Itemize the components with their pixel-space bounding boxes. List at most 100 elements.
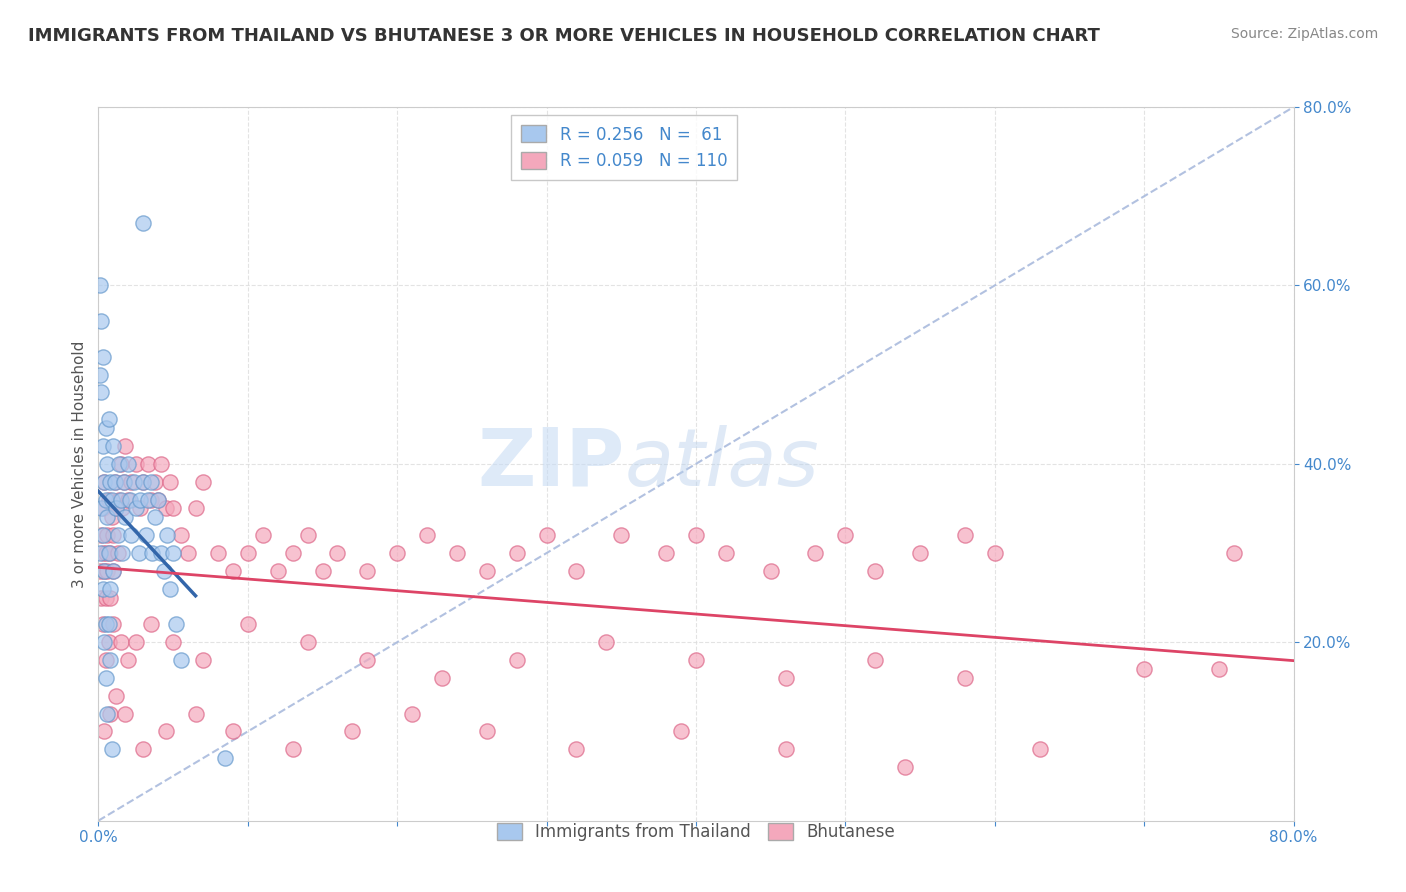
Point [953,671,976,685]
Text: Source: ZipAtlas.com: Source: ZipAtlas.com [1230,27,1378,41]
Point [90,314,112,328]
Point [148,492,170,507]
Point [94,492,117,507]
Point [90,528,112,542]
Point [475,724,498,739]
Point [401,706,423,721]
Point [685,528,707,542]
Point [117,457,139,471]
Point [104,475,127,489]
Point [169,653,191,667]
Point [150,457,173,471]
Point [865,653,887,667]
Point [281,742,304,756]
Legend: Immigrants from Thailand, Bhutanese: Immigrants from Thailand, Bhutanese [491,816,901,848]
Point [191,475,214,489]
Point [1208,662,1230,676]
Point [96,528,118,542]
Point [595,635,617,649]
Point [125,457,148,471]
Point [536,528,558,542]
Point [834,528,856,542]
Point [98,653,122,667]
Point [96,510,118,524]
Point [236,617,259,632]
Point [162,635,184,649]
Point [107,546,129,560]
Point [155,724,177,739]
Point [103,439,125,453]
Point [96,706,118,721]
Point [128,546,150,560]
Point [105,501,128,516]
Point [97,492,120,507]
Point [136,457,159,471]
Point [804,546,827,560]
Point [908,546,931,560]
Point [506,546,529,560]
Point [110,457,132,471]
Point [148,492,170,507]
Point [114,510,136,524]
Point [136,492,159,507]
Point [93,475,115,489]
Point [120,475,142,489]
Point [98,582,122,596]
Text: IMMIGRANTS FROM THAILAND VS BHUTANESE 3 OR MORE VEHICLES IN HOUSEHOLD CORRELATIO: IMMIGRANTS FROM THAILAND VS BHUTANESE 3 … [28,27,1099,45]
Point [89,368,111,382]
Point [1028,742,1050,756]
Point [252,528,274,542]
Point [125,635,148,649]
Point [111,546,134,560]
Point [93,564,115,578]
Y-axis label: 3 or more Vehicles in Household: 3 or more Vehicles in Household [72,340,87,588]
Point [132,742,155,756]
Point [101,742,124,756]
Point [139,475,162,489]
Point [97,412,120,426]
Point [184,706,207,721]
Point [94,671,117,685]
Point [311,564,333,578]
Text: ZIP: ZIP [477,425,624,503]
Point [135,528,157,542]
Point [117,653,139,667]
Point [105,501,128,516]
Point [93,475,115,489]
Point [120,528,142,542]
Point [222,564,245,578]
Point [96,457,118,471]
Point [714,546,737,560]
Point [103,528,125,542]
Point [506,653,529,667]
Point [894,760,917,774]
Point [775,742,797,756]
Point [775,671,797,685]
Point [90,385,112,400]
Point [669,724,692,739]
Point [184,501,207,516]
Point [91,582,114,596]
Point [565,564,588,578]
Point [610,528,633,542]
Point [953,528,976,542]
Point [112,475,135,489]
Point [143,510,166,524]
Point [110,492,132,507]
Point [98,591,122,605]
Point [1133,662,1156,676]
Point [129,501,152,516]
Point [222,724,245,739]
Point [94,617,117,632]
Point [759,564,782,578]
Point [326,546,349,560]
Point [865,564,887,578]
Point [297,528,319,542]
Point [139,617,162,632]
Point [141,546,163,560]
Point [114,706,136,721]
Point [94,546,117,560]
Point [108,457,131,471]
Point [143,475,166,489]
Point [98,706,122,721]
